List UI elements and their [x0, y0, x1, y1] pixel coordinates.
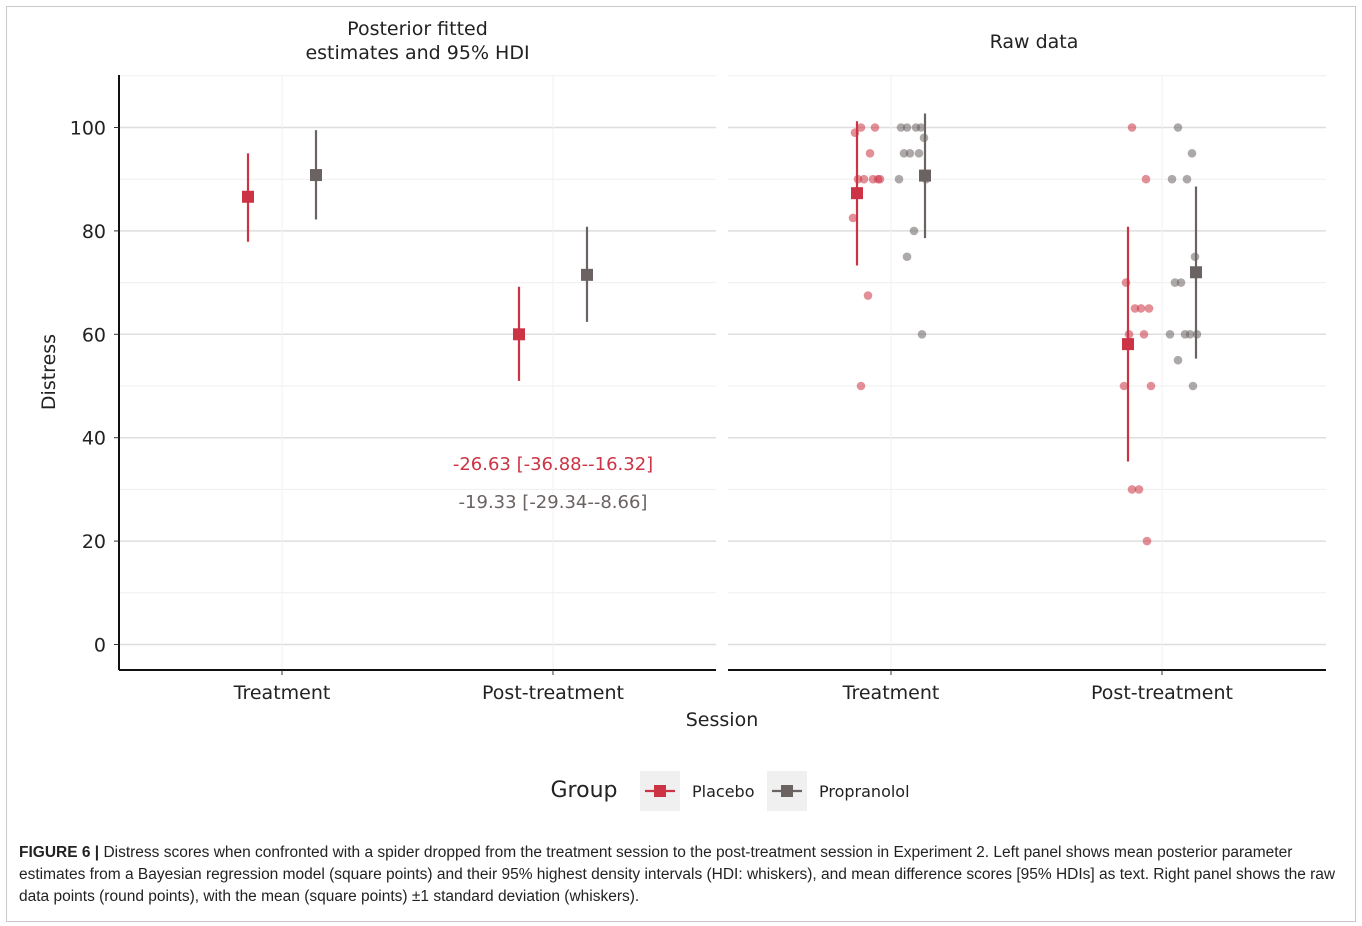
raw-data-point [1144, 304, 1154, 313]
raw-data-point [1165, 330, 1175, 339]
raw-data-point [1119, 381, 1129, 391]
panel-title: estimates and 95% HDI [305, 42, 529, 64]
raw-data-point [914, 149, 924, 158]
y-tick-label: 20 [82, 531, 106, 553]
raw-data-point [905, 149, 915, 158]
raw-data-point [902, 252, 912, 262]
estimate-point [310, 169, 322, 182]
x-axis-title: Session [686, 709, 759, 731]
y-tick-label: 0 [94, 635, 106, 657]
difference-annotation: -19.33 [-29.34--8.66] [459, 492, 648, 513]
raw-data-point [1173, 355, 1183, 365]
raw-data-point [1127, 485, 1137, 494]
legend-key-square [654, 785, 666, 797]
raw-data-point [894, 174, 904, 184]
raw-data-point [896, 123, 906, 132]
difference-annotation: -26.63 [-36.88--16.32] [453, 454, 653, 475]
raw-data-point [1173, 123, 1183, 132]
y-tick-label: 80 [82, 221, 106, 243]
raw-data-point [856, 123, 866, 132]
x-tick-label: Post-treatment [482, 682, 624, 704]
raw-data-point [902, 123, 912, 132]
mean-point [919, 169, 931, 182]
raw-data-point [1127, 123, 1137, 132]
raw-data-point [1182, 174, 1192, 184]
raw-data-point [875, 174, 885, 184]
y-tick-label: 60 [82, 324, 106, 346]
raw-data-point [909, 226, 919, 236]
legend-key-square [781, 785, 793, 797]
raw-data-point [863, 291, 873, 300]
figure-caption: FIGURE 6 | Distress scores when confront… [19, 842, 1339, 908]
x-tick-label: Treatment [842, 682, 940, 704]
caption-label: FIGURE 6 | [19, 844, 100, 861]
panel-title: Posterior fitted [347, 18, 488, 40]
raw-data-point [899, 149, 909, 158]
raw-data-point [917, 330, 927, 339]
raw-data-point [1146, 381, 1156, 391]
raw-data-point [859, 174, 869, 184]
raw-data-point [856, 381, 866, 391]
raw-data-point [1142, 536, 1152, 546]
estimate-point [581, 268, 593, 281]
y-axis-title: Distress [38, 334, 60, 410]
estimate-point [513, 328, 525, 341]
raw-data-point [1176, 278, 1186, 287]
raw-data-point [1170, 278, 1180, 287]
mean-point [1190, 266, 1202, 279]
legend-label: Placebo [692, 782, 754, 801]
legend-title: Group [551, 778, 618, 803]
estimate-point [242, 190, 254, 203]
raw-data-point [870, 123, 880, 132]
raw-data-point [1141, 174, 1151, 184]
caption-text: Distress scores when confronted with a s… [19, 844, 1336, 905]
chart: Treatment Post-treatment Posterior fittede… [38, 18, 1326, 811]
figure-frame [6, 6, 1356, 922]
panel-title: Raw data [990, 31, 1079, 53]
raw-data-point [868, 174, 878, 184]
raw-data-point [1180, 330, 1190, 339]
legend-label: Propranolol [819, 782, 910, 801]
y-tick-label: 40 [82, 428, 106, 450]
raw-data-point [911, 123, 921, 132]
mean-point [1122, 338, 1134, 351]
x-tick-label: Treatment [233, 682, 331, 704]
raw-data-point [848, 213, 858, 223]
raw-data-point [1187, 149, 1197, 158]
raw-data-point [1134, 485, 1144, 494]
y-tick-label: 100 [70, 118, 106, 140]
raw-data-point [865, 149, 875, 158]
raw-data-point [1136, 304, 1146, 313]
raw-data-point [1139, 330, 1149, 339]
raw-data-point [1130, 304, 1140, 313]
raw-data-point [1167, 174, 1177, 184]
raw-data-point [1188, 381, 1198, 391]
x-tick-label: Post-treatment [1091, 682, 1233, 704]
mean-point [851, 187, 863, 200]
